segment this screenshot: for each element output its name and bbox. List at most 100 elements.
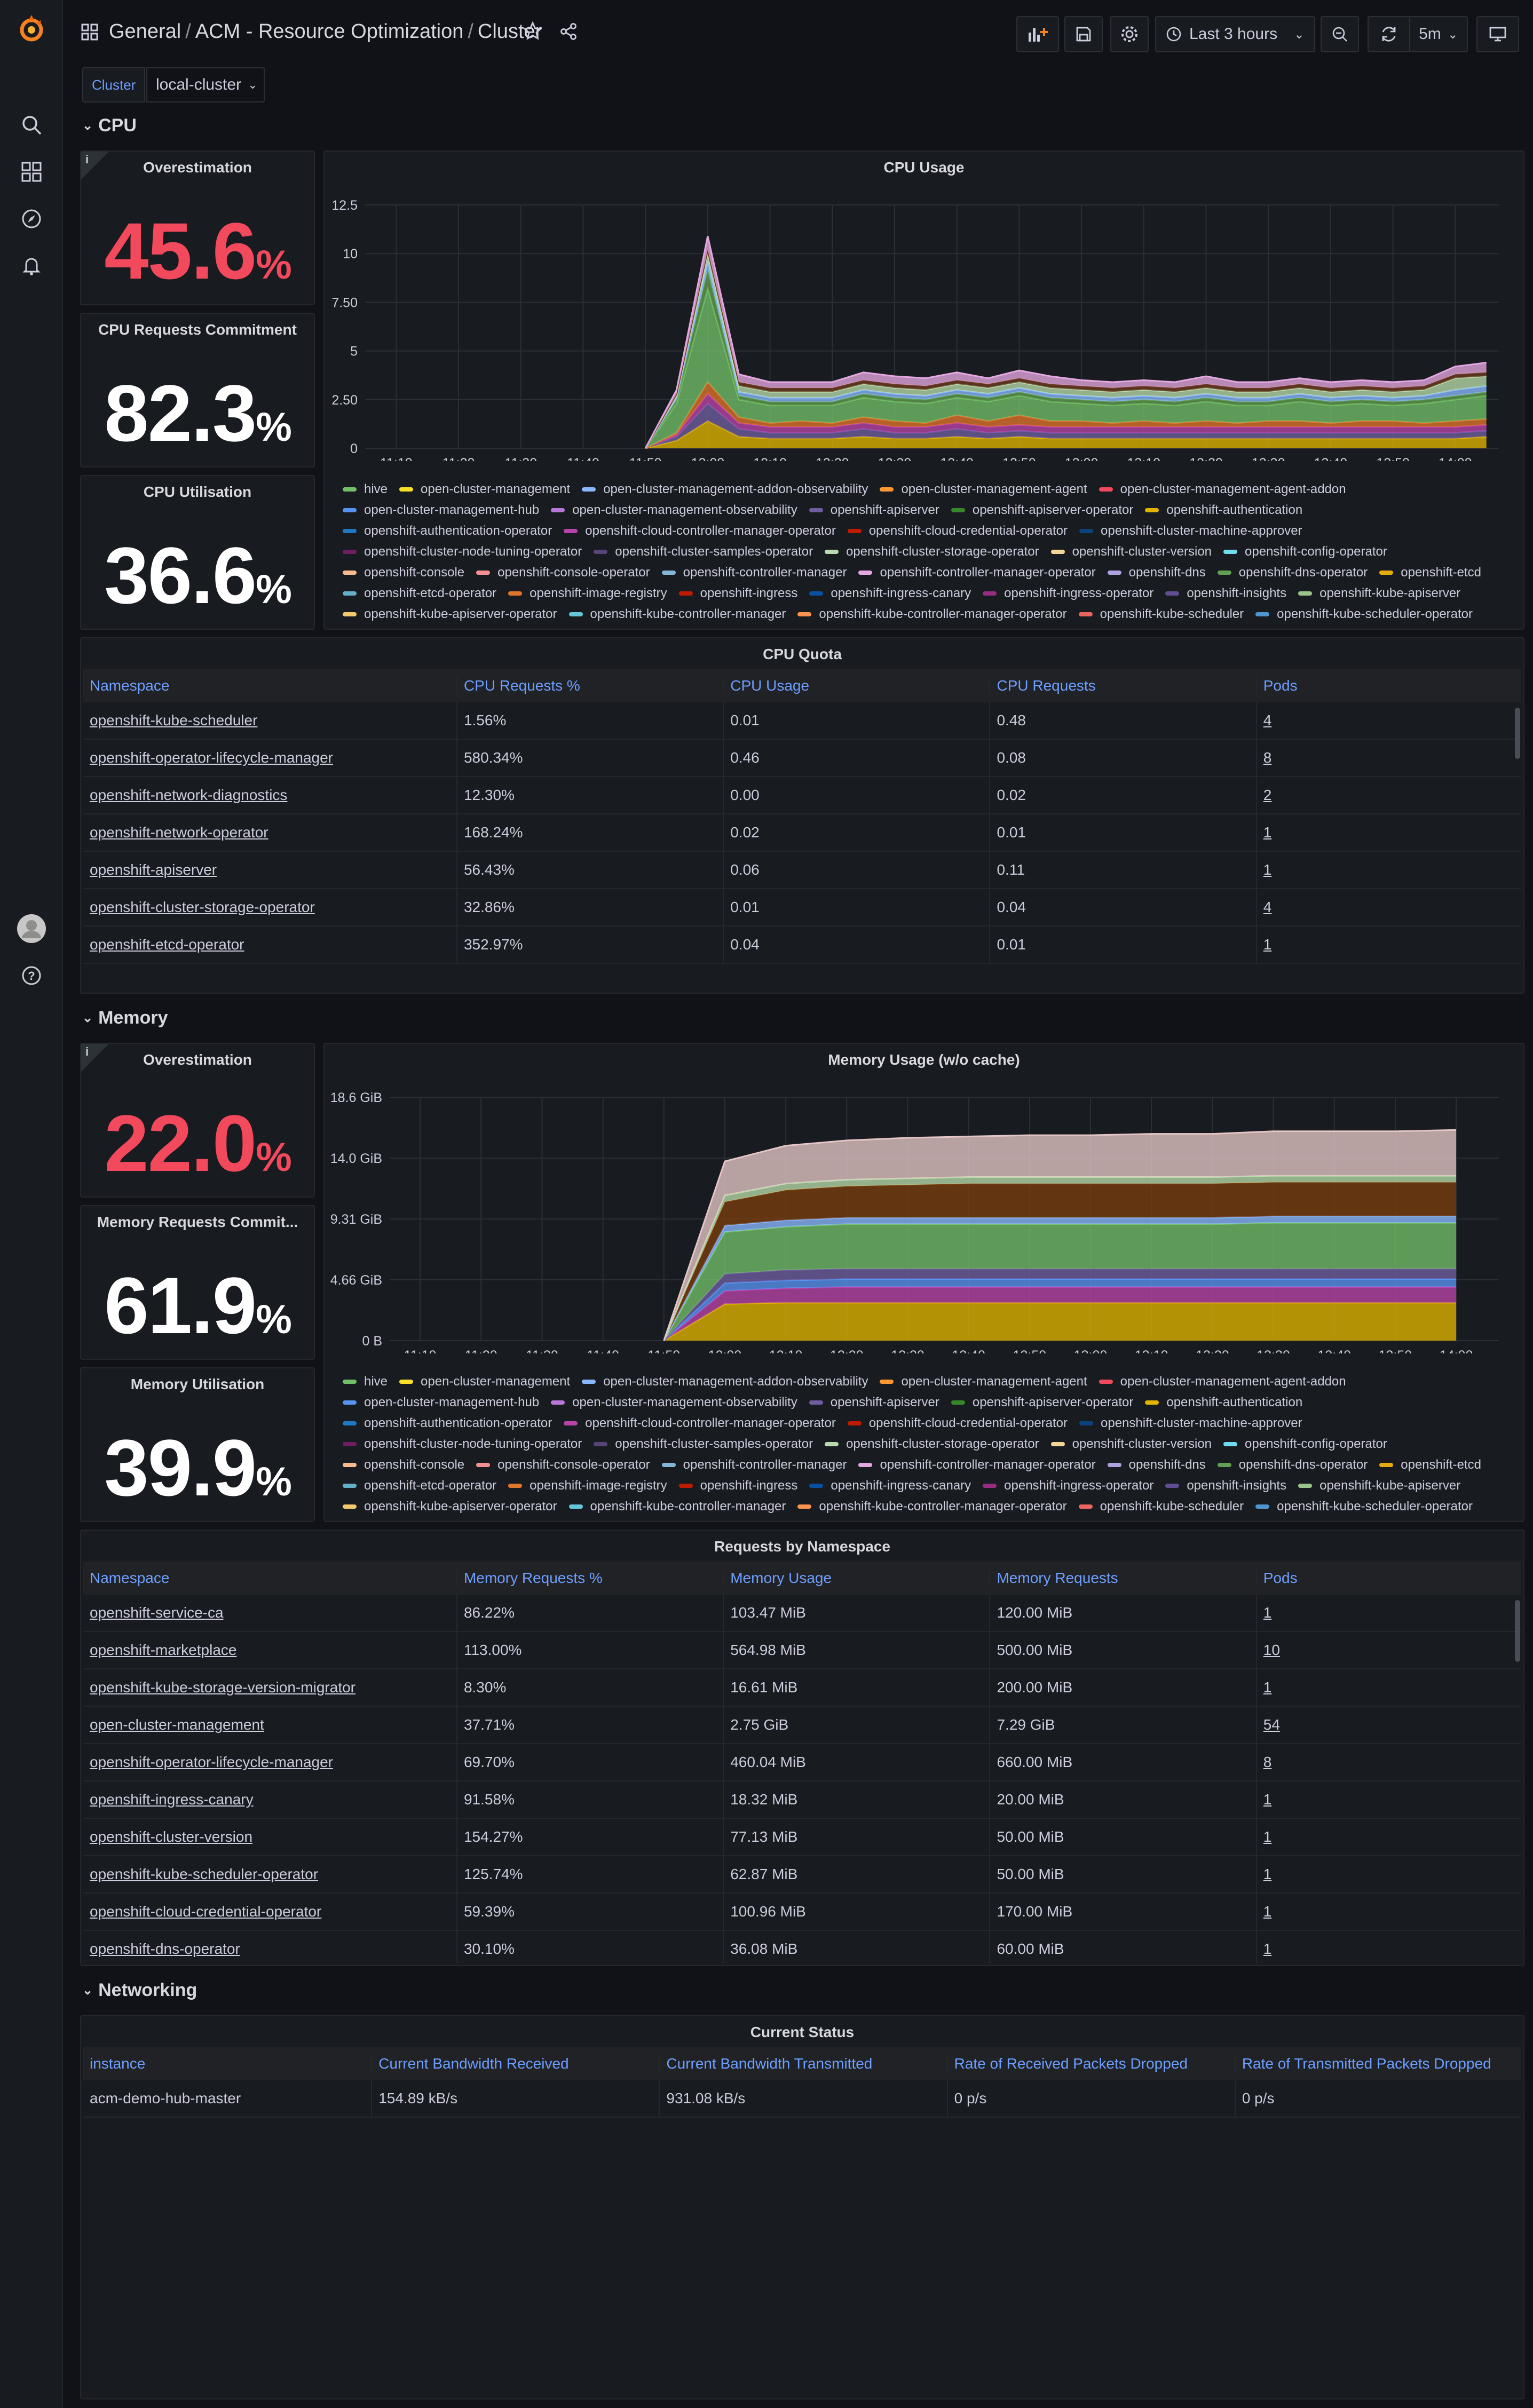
memory-usage-chart[interactable]: 0 B 4.66 GiB 9.31 GiB 14.0 GiB 18.6 GiB 11:10… (325, 1044, 1524, 1353)
legend-item[interactable]: openshift-etcd-operator (343, 584, 496, 603)
legend-item[interactable]: openshift-cloud-controller-manager-opera… (564, 521, 836, 541)
legend-item[interactable]: openshift-console (343, 563, 464, 582)
legend-item[interactable]: openshift-apiserver-operator (951, 501, 1133, 520)
legend-item[interactable]: openshift-console-operator (476, 1455, 650, 1475)
legend-item[interactable]: open-cluster-management-addon-observabil… (582, 480, 868, 499)
table-cell-link[interactable]: openshift-cloud-credential-operator (90, 1903, 322, 1920)
legend-item[interactable]: openshift-cluster-node-tuning-operator (343, 1435, 582, 1454)
legend-item[interactable]: openshift-authentication-operator (343, 1414, 552, 1433)
table-cell-link[interactable]: openshift-operator-lifecycle-manager (90, 1754, 333, 1770)
refresh-interval-picker[interactable]: 5m ⌄ (1409, 16, 1468, 52)
table-cell-link[interactable]: openshift-apiserver (90, 861, 217, 878)
row-header-memory[interactable]: ⌄ Memory (82, 1008, 168, 1028)
legend-item[interactable]: open-cluster-management-agent-addon (1099, 1372, 1346, 1391)
table-cell-link[interactable]: openshift-cluster-storage-operator (90, 899, 315, 915)
zoom-out-button[interactable] (1321, 16, 1359, 52)
legend-item[interactable]: openshift-kube-apiserver (1298, 584, 1460, 603)
search-icon[interactable] (14, 108, 49, 142)
legend-item[interactable]: openshift-cluster-machine-approver (1079, 521, 1302, 541)
legend-item[interactable]: openshift-cloud-credential-operator (847, 1414, 1068, 1433)
column-header[interactable]: Namespace (90, 1570, 170, 1586)
table-cell-link[interactable]: openshift-etcd-operator (90, 936, 244, 953)
legend-item[interactable]: openshift-apiserver (809, 1393, 939, 1412)
legend-item[interactable]: open-cluster-management (399, 480, 570, 499)
table-cell-link[interactable]: 4 (1255, 889, 1521, 926)
legend-item[interactable]: openshift-etcd (1379, 563, 1481, 582)
table-cell-link[interactable]: 1 (1255, 926, 1521, 963)
column-header[interactable]: Memory Requests (989, 1570, 1255, 1587)
legend-item[interactable]: openshift-authentication (1145, 501, 1302, 520)
share-icon[interactable] (559, 22, 578, 43)
legend-item[interactable]: openshift-config-operator (1223, 1435, 1387, 1454)
table-cell-link[interactable]: 1 (1255, 1818, 1521, 1856)
save-dashboard-button[interactable] (1064, 16, 1103, 52)
legend-item[interactable]: hive (343, 1372, 388, 1391)
table-scrollbar[interactable] (1515, 1600, 1520, 1662)
add-panel-button[interactable] (1016, 16, 1059, 52)
column-header[interactable]: Memory Usage (723, 1570, 989, 1587)
legend-item[interactable]: openshift-dns-operator (1217, 563, 1368, 582)
dashboards-icon[interactable] (14, 155, 49, 189)
legend-item[interactable]: open-cluster-management-observability (551, 1393, 797, 1412)
legend-item[interactable]: openshift-etcd-operator (343, 1476, 496, 1495)
legend-item[interactable]: hive (343, 480, 388, 499)
refresh-button[interactable] (1368, 16, 1410, 52)
table-cell-link[interactable]: 2 (1255, 777, 1521, 814)
column-header[interactable]: Current Bandwidth Transmitted (659, 2055, 946, 2072)
legend-item[interactable]: openshift-image-registry (508, 584, 667, 603)
column-header[interactable]: CPU Usage (723, 677, 989, 694)
table-cell-link[interactable]: open-cluster-management (90, 1716, 264, 1733)
legend-item[interactable]: openshift-console (343, 1455, 464, 1475)
legend-item[interactable]: openshift-kube-controller-manager-operat… (797, 605, 1067, 624)
legend-item[interactable]: openshift-kube-apiserver-operator (343, 1497, 557, 1516)
star-icon[interactable] (523, 21, 543, 43)
legend-item[interactable]: openshift-config-operator (1223, 542, 1387, 561)
table-cell-link[interactable]: openshift-dns-operator (90, 1940, 240, 1957)
legend-item[interactable]: openshift-apiserver-operator (951, 1393, 1133, 1412)
table-cell-link[interactable]: openshift-service-ca (90, 1604, 224, 1621)
legend-item[interactable]: openshift-controller-manager (661, 1455, 847, 1475)
legend-item[interactable]: openshift-controller-manager-operator (858, 563, 1096, 582)
table-cell-link[interactable]: 1 (1255, 1669, 1521, 1706)
column-header[interactable]: Pods (1255, 677, 1521, 694)
legend-item[interactable]: openshift-cluster-samples-operator (594, 1435, 813, 1454)
table-scrollbar[interactable] (1515, 708, 1520, 759)
help-icon[interactable]: ? (14, 959, 49, 993)
legend-item[interactable]: openshift-ingress-operator (983, 1476, 1153, 1495)
time-range-picker[interactable]: Last 3 hours ⌄ (1155, 16, 1315, 52)
table-cell-link[interactable]: openshift-kube-storage-version-migrator (90, 1679, 355, 1696)
table-cell-link[interactable]: openshift-cluster-version (90, 1828, 253, 1845)
legend-item[interactable]: openshift-authentication-operator (343, 521, 552, 541)
user-avatar[interactable] (14, 912, 49, 946)
table-cell-link[interactable]: 1 (1255, 851, 1521, 889)
column-header[interactable]: Pods (1255, 1570, 1521, 1587)
breadcrumb-dashboard[interactable]: ACM - Resource Optimization (195, 20, 464, 43)
legend-item[interactable]: openshift-cluster-storage-operator (825, 1435, 1039, 1454)
row-header-cpu[interactable]: ⌄ CPU (82, 115, 137, 136)
legend-item[interactable]: openshift-kube-scheduler-operator (1255, 605, 1473, 624)
dashboard-settings-button[interactable] (1110, 16, 1149, 52)
table-cell-link[interactable]: 8 (1255, 1744, 1521, 1781)
legend-item[interactable]: openshift-image-registry (508, 1476, 667, 1495)
table-cell-link[interactable]: openshift-kube-scheduler-operator (90, 1866, 319, 1882)
legend-item[interactable]: openshift-ingress-canary (809, 584, 971, 603)
legend-item[interactable]: openshift-kube-controller-manager-operat… (797, 1497, 1067, 1516)
legend-item[interactable]: openshift-kube-apiserver-operator (343, 605, 557, 624)
legend-item[interactable]: open-cluster-management (399, 1372, 570, 1391)
explore-compass-icon[interactable] (14, 202, 49, 236)
legend-item[interactable]: openshift-cloud-credential-operator (847, 521, 1068, 541)
table-cell-link[interactable]: openshift-kube-scheduler (90, 712, 258, 728)
legend-item[interactable]: openshift-kube-controller-manager (568, 605, 786, 624)
cpu-usage-chart[interactable]: 0 2.50 5 7.50 10 12.5 11:10 11:20 11:30 11:40 11:5… (325, 152, 1524, 461)
table-cell-link[interactable]: 1 (1255, 1594, 1521, 1631)
table-cell-link[interactable]: 4 (1255, 702, 1521, 739)
column-header[interactable]: Namespace (90, 677, 170, 694)
column-header[interactable]: instance (90, 2055, 146, 2072)
legend-item[interactable]: open-cluster-management-agent (880, 480, 1087, 499)
legend-item[interactable]: openshift-ingress (678, 584, 797, 603)
legend-item[interactable]: openshift-insights (1165, 1476, 1286, 1495)
legend-item[interactable]: openshift-dns (1107, 563, 1206, 582)
legend-item[interactable]: open-cluster-management-hub (343, 501, 539, 520)
breadcrumb-folder[interactable]: General (109, 20, 181, 43)
column-header[interactable]: Current Bandwidth Received (371, 2055, 659, 2072)
